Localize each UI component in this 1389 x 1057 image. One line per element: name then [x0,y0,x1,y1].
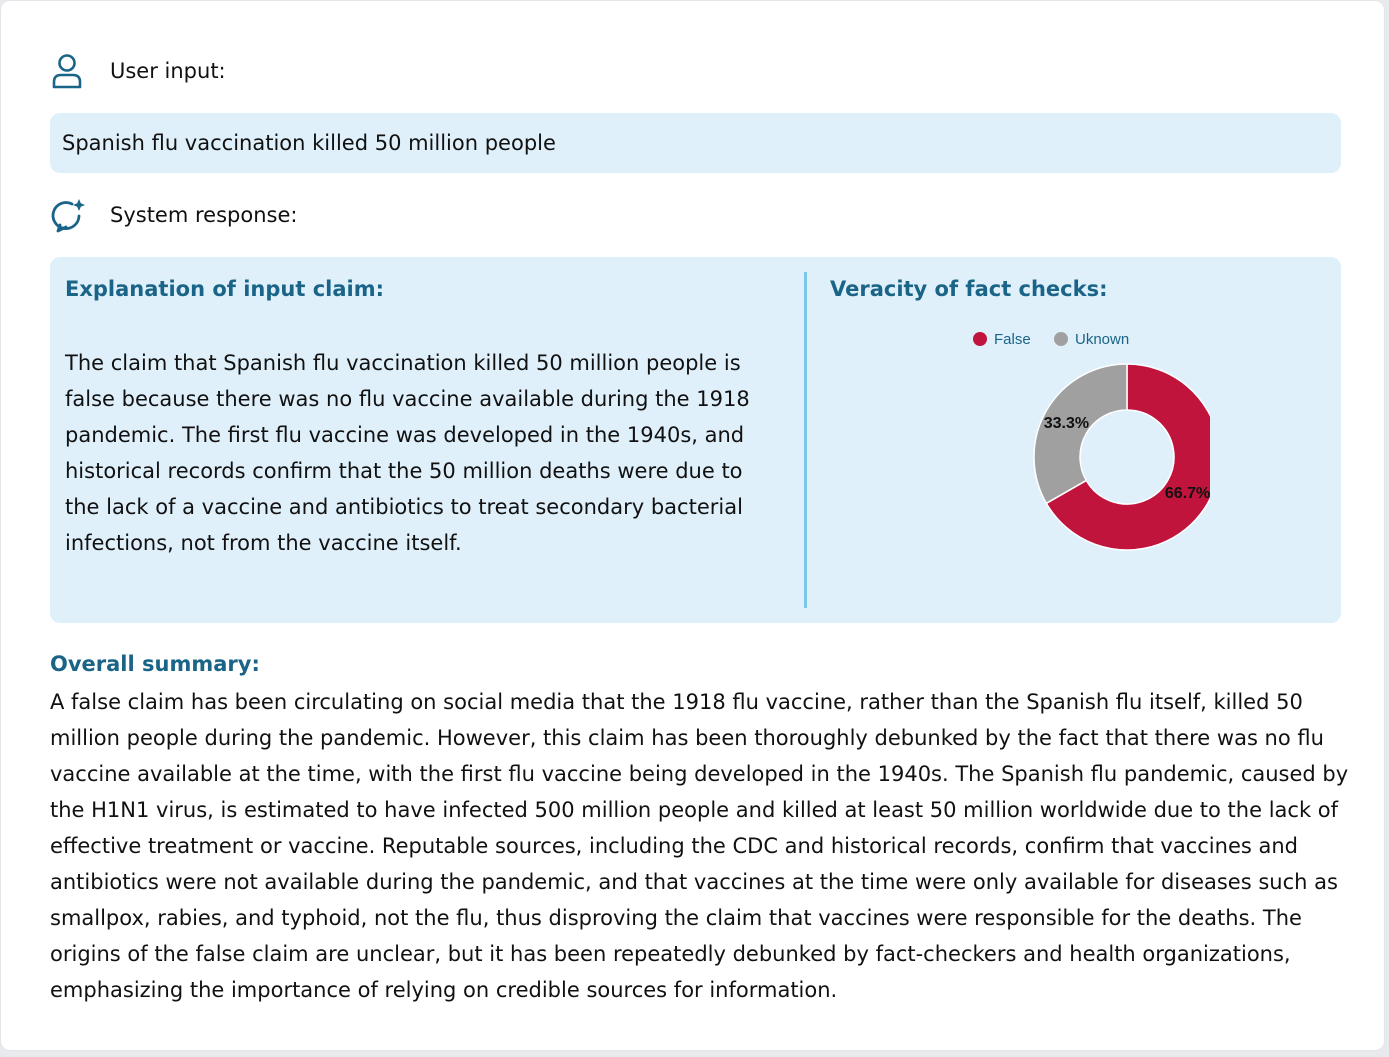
donut-label-uknown: 33.3% [1044,415,1089,432]
chat-sparkle-icon [50,197,86,233]
donut-slice-false[interactable] [1045,363,1210,551]
explanation-text: The claim that Spanish flu vaccination k… [65,351,750,555]
legend-label: False [994,331,1031,348]
user-claim-text: Spanish flu vaccination killed 50 millio… [62,131,556,155]
legend-item-false[interactable]: False [973,331,1031,348]
legend-item-uknown[interactable]: Uknown [1054,331,1129,348]
veracity-title: Veracity of fact checks: [830,277,1108,301]
user-icon [50,53,86,89]
summary-title: Overall summary: [50,652,260,676]
summary-text: A false claim has been circulating on so… [50,690,1349,1002]
user-input-header: User input: [50,51,226,91]
donut-slice-uknown[interactable] [1033,363,1128,505]
legend-label: Uknown [1075,331,1129,348]
legend-swatch [1054,332,1068,346]
donut-label-false: 66.7% [1165,485,1210,502]
system-response-header: System response: [50,195,297,235]
system-response-label: System response: [110,203,298,227]
explanation-title: Explanation of input claim: [65,277,384,301]
section-divider [804,272,807,608]
veracity-donut-chart: False Uknown 66.7% 33.3% [973,331,1210,551]
user-claim-box: Spanish flu vaccination killed 50 millio… [50,113,1341,173]
system-response-box: Explanation of input claim: The claim th… [50,257,1341,623]
user-input-label: User input: [110,59,226,83]
legend-swatch [973,332,987,346]
